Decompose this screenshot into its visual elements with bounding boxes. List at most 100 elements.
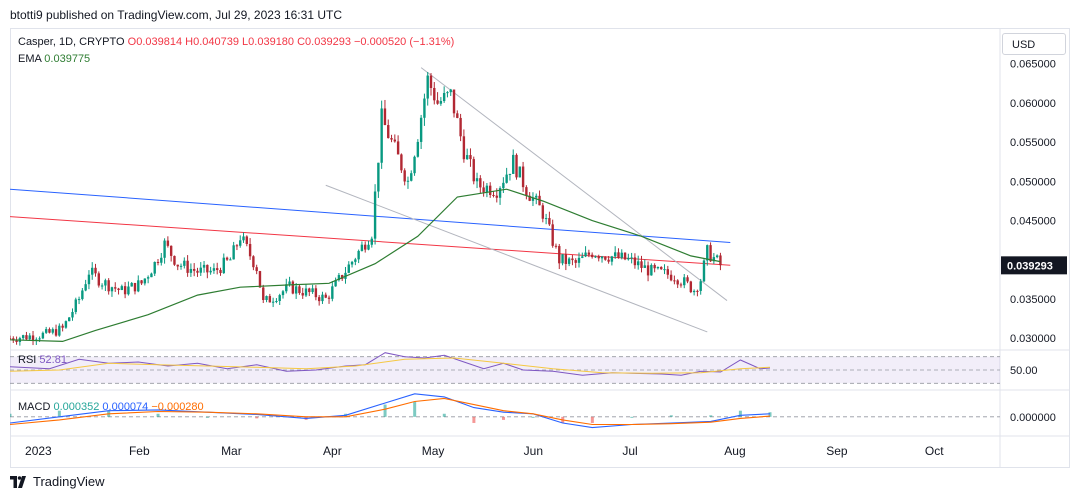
candle-body xyxy=(44,329,48,333)
candle-body xyxy=(419,117,423,142)
candle-body xyxy=(196,270,199,273)
close-value: C0.039293 xyxy=(297,36,351,48)
macd-signal-value: −0.000280 xyxy=(151,401,204,413)
candle-body xyxy=(699,281,702,291)
trendline-red xyxy=(10,216,731,266)
candle-body xyxy=(54,329,58,336)
candle-body xyxy=(607,259,610,262)
candle-body xyxy=(370,238,373,245)
tradingview-logo-icon xyxy=(10,475,26,488)
candle-body xyxy=(567,258,571,264)
candle-body xyxy=(442,93,446,102)
candle-body xyxy=(383,108,387,126)
candle-body xyxy=(21,335,25,339)
ema-legend: EMA 0.039775 xyxy=(18,53,90,65)
candle-body xyxy=(255,267,258,272)
attribution-text: btotti9 published on TradingView.com, Ju… xyxy=(10,8,342,22)
candle-body xyxy=(400,154,403,171)
candle-body xyxy=(429,75,433,88)
candle-body xyxy=(347,264,350,273)
candle-body xyxy=(97,273,101,286)
candle-body xyxy=(81,290,84,300)
rsi-tick-label: 50.00 xyxy=(1010,365,1038,377)
candle-body xyxy=(225,257,229,260)
candle-body xyxy=(41,332,45,339)
candle-body xyxy=(521,166,525,188)
price-tick-label: 0.055000 xyxy=(1010,137,1056,149)
candle-body xyxy=(676,280,679,285)
candle-body xyxy=(410,173,413,181)
time-axis-label: Jul xyxy=(622,444,637,458)
candle-body xyxy=(337,275,341,281)
candle-body xyxy=(317,297,321,302)
candle-body xyxy=(554,245,558,247)
candle-body xyxy=(10,338,12,340)
macd-histogram-bar xyxy=(205,416,209,418)
candle-body xyxy=(173,255,176,265)
time-axis-label: 2023 xyxy=(25,444,52,458)
candle-body xyxy=(482,187,485,193)
candle-body xyxy=(630,257,633,259)
candle-body xyxy=(120,286,124,290)
candle-body xyxy=(387,125,390,139)
candle-body xyxy=(64,321,68,328)
candle-body xyxy=(84,284,87,291)
macd-tick-label: 0.000000 xyxy=(1010,412,1056,424)
candle-body xyxy=(265,296,268,300)
candle-body xyxy=(633,257,637,266)
macd-hist-value: 0.000352 xyxy=(53,401,100,413)
candle-body xyxy=(679,284,683,286)
candle-body xyxy=(291,281,295,294)
candle-body xyxy=(406,180,410,182)
candle-body xyxy=(216,268,219,270)
candle-body xyxy=(107,280,110,292)
candle-body xyxy=(288,281,291,285)
open-value: O0.039814 xyxy=(127,36,183,48)
candle-body xyxy=(439,101,443,104)
chart-canvas[interactable]: 0.065000 0.060000 0.055000 0.050000 0.045000… xyxy=(10,28,1070,468)
candle-body xyxy=(360,244,364,251)
macd-histogram-bar xyxy=(669,415,673,417)
candle-body xyxy=(87,274,91,285)
candle-body xyxy=(271,301,275,303)
candle-body xyxy=(627,257,630,260)
chart-frame xyxy=(10,28,1070,468)
candle-body xyxy=(354,259,357,262)
candle-body xyxy=(683,277,686,286)
candle-body xyxy=(393,139,397,142)
candle-body xyxy=(660,267,663,270)
candle-body xyxy=(232,245,235,260)
candle-body xyxy=(581,256,584,258)
currency-button[interactable]: USD xyxy=(1002,33,1066,55)
candle-body xyxy=(130,282,133,287)
candle-body xyxy=(623,252,627,260)
candle-body xyxy=(153,261,156,274)
candle-body xyxy=(179,265,183,267)
candle-body xyxy=(268,296,272,303)
candle-body xyxy=(364,244,367,250)
candle-body xyxy=(646,265,650,276)
candle-body xyxy=(127,286,130,295)
candle-body xyxy=(25,335,28,340)
high-value: H0.040739 xyxy=(185,36,239,48)
candle-body xyxy=(222,257,225,274)
candle-body xyxy=(311,288,314,293)
price-tick-label: 0.030000 xyxy=(1010,333,1056,345)
candle-body xyxy=(456,113,459,118)
rsi-ma-line xyxy=(10,357,771,374)
candle-body xyxy=(239,240,242,246)
candle-body xyxy=(176,264,179,267)
candle-body xyxy=(350,261,354,265)
candle-body xyxy=(38,338,41,340)
time-axis-label: Apr xyxy=(323,444,342,458)
macd-histogram-bar xyxy=(768,412,772,417)
candle-body xyxy=(140,280,143,284)
candle-body xyxy=(160,257,163,263)
candle-body xyxy=(535,195,538,198)
macd-histogram-bar xyxy=(531,416,535,418)
candle-body xyxy=(604,256,607,260)
symbol-name: Casper, 1D, CRYPTO xyxy=(18,36,125,48)
candle-body xyxy=(426,75,429,99)
candle-body xyxy=(169,245,173,256)
candle-body xyxy=(584,252,587,257)
